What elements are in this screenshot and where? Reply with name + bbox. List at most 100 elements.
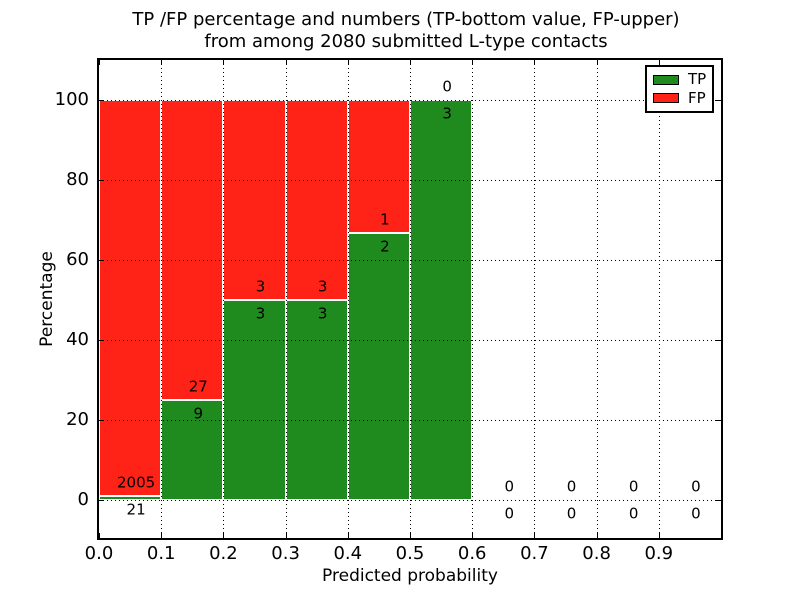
x-tick-mark xyxy=(347,60,349,65)
x-tick-label: 0.4 xyxy=(333,543,363,564)
gridline-vertical xyxy=(658,60,660,538)
y-tick-label: 100 xyxy=(54,89,89,110)
y-tick-label: 60 xyxy=(66,249,89,270)
bar-segment-fp xyxy=(223,100,286,300)
tp-count-label: 3 xyxy=(317,304,328,323)
y-tick-mark xyxy=(99,340,104,341)
x-tick-label: 0.2 xyxy=(209,543,238,564)
x-axis-label: Predicted probability xyxy=(322,566,498,586)
x-tick-mark xyxy=(658,533,660,538)
x-tick-mark xyxy=(534,60,536,65)
x-tick-mark xyxy=(99,60,100,65)
y-tick-label: 80 xyxy=(66,169,89,190)
y-tick-label: 20 xyxy=(66,409,89,430)
fp-count-label: 3 xyxy=(317,277,328,296)
tp-count-label: 3 xyxy=(442,104,452,123)
bar-segment-tp xyxy=(99,495,162,500)
plot-area: 2005 21 27 9 3 3 3 3 1 2 0 3 0 0 0 0 0 0 0 0 xyxy=(97,58,723,540)
fp-count-label: 27 xyxy=(188,377,208,396)
x-tick-label: 0.0 xyxy=(84,543,114,564)
y-tick-mark xyxy=(99,100,104,101)
x-tick-mark xyxy=(658,60,660,65)
x-tick-mark xyxy=(223,60,225,65)
bar-segment-tp xyxy=(161,400,224,500)
y-tick-label: 0 xyxy=(77,489,89,510)
x-tick-mark xyxy=(347,533,349,538)
bar-segment-fp xyxy=(285,100,348,300)
legend-swatch-tp-icon xyxy=(653,74,679,85)
chart-title: TP /FP percentage and numbers (TP-bottom… xyxy=(132,9,679,53)
bar-segment-tp xyxy=(285,300,348,500)
gridline-vertical xyxy=(347,60,349,538)
x-tick-mark xyxy=(223,533,225,538)
y-tick-mark xyxy=(99,180,104,181)
y-tick-mark xyxy=(99,420,104,421)
tp-count-label: 2 xyxy=(380,237,390,256)
fp-count-label: 0 xyxy=(691,477,701,496)
legend-swatch-fp-icon xyxy=(653,93,679,104)
x-tick-mark xyxy=(472,533,474,538)
gridline-vertical xyxy=(596,60,598,538)
tp-count-label: 0 xyxy=(504,504,515,523)
x-tick-mark xyxy=(534,533,536,538)
y-tick-mark xyxy=(716,340,721,341)
fp-count-label: 1 xyxy=(380,210,390,229)
gridline-vertical xyxy=(223,60,225,538)
x-tick-label: 0.1 xyxy=(146,543,176,564)
x-tick-mark xyxy=(161,533,163,538)
fp-count-label: 3 xyxy=(255,277,266,296)
legend-label-fp: FP xyxy=(688,88,706,107)
y-tick-mark xyxy=(716,500,721,501)
x-tick-mark xyxy=(99,533,100,538)
fp-count-label: 2005 xyxy=(117,473,156,492)
y-tick-mark xyxy=(716,100,721,101)
x-tick-label: 0.6 xyxy=(457,543,487,564)
fp-count-label: 0 xyxy=(504,477,515,496)
x-tick-mark xyxy=(596,60,598,65)
x-tick-mark xyxy=(410,60,411,65)
bar-segment-tp xyxy=(410,100,473,500)
tp-count-label: 0 xyxy=(566,504,577,523)
gridline-vertical xyxy=(410,60,411,538)
fp-count-label: 0 xyxy=(566,477,577,496)
x-tick-label: 0.7 xyxy=(520,543,549,564)
x-tick-label: 0.9 xyxy=(644,543,674,564)
chart-title-line1: TP /FP percentage and numbers (TP-bottom… xyxy=(132,9,680,30)
bar-segment-tp xyxy=(347,233,410,500)
tp-count-label: 0 xyxy=(691,504,701,523)
y-tick-mark xyxy=(716,180,721,181)
gridline-vertical xyxy=(534,60,536,538)
x-tick-mark xyxy=(161,60,163,65)
x-tick-mark xyxy=(472,60,474,65)
bar-segment-fp xyxy=(161,100,224,400)
fp-count-label: 0 xyxy=(442,77,452,96)
legend: TP FP xyxy=(645,65,714,113)
tp-count-label: 0 xyxy=(628,504,639,523)
x-tick-mark xyxy=(285,60,287,65)
gridline-vertical xyxy=(285,60,287,538)
y-tick-mark xyxy=(99,500,104,501)
x-tick-label: 0.3 xyxy=(271,543,300,564)
legend-entry-tp: TP xyxy=(653,72,706,87)
tp-count-label: 3 xyxy=(255,304,266,323)
tp-count-label: 9 xyxy=(193,404,204,423)
y-tick-label: 40 xyxy=(66,329,89,350)
tp-count-label: 21 xyxy=(126,500,146,519)
gridline-vertical xyxy=(161,60,163,538)
y-tick-mark xyxy=(716,420,721,421)
x-tick-mark xyxy=(285,533,287,538)
y-tick-mark xyxy=(99,260,104,261)
x-tick-mark xyxy=(410,533,411,538)
x-tick-label: 0.5 xyxy=(395,543,425,564)
gridline-vertical xyxy=(472,60,474,538)
fp-count-label: 0 xyxy=(628,477,639,496)
legend-entry-fp: FP xyxy=(653,88,706,107)
bar-segment-fp xyxy=(347,100,410,234)
x-tick-label: 0.8 xyxy=(582,543,611,564)
x-tick-mark xyxy=(596,533,598,538)
bar-segment-fp xyxy=(99,100,162,496)
chart-title-line2: from among 2080 submitted L-type contact… xyxy=(204,31,608,52)
y-tick-mark xyxy=(716,260,721,261)
legend-label-tp: TP xyxy=(688,70,707,89)
